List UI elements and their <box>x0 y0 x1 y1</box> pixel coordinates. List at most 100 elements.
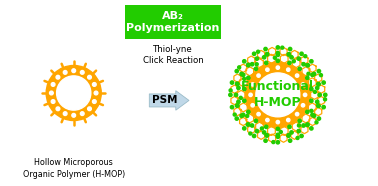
Ellipse shape <box>306 76 309 80</box>
Ellipse shape <box>240 114 243 118</box>
Ellipse shape <box>51 100 55 103</box>
Text: Hollow Microporous
Organic Polymer (H-MOP): Hollow Microporous Organic Polymer (H-MO… <box>23 158 125 179</box>
Ellipse shape <box>257 113 260 116</box>
Ellipse shape <box>243 77 246 80</box>
Ellipse shape <box>312 72 316 76</box>
Ellipse shape <box>322 105 325 109</box>
Ellipse shape <box>279 130 282 133</box>
Ellipse shape <box>319 74 322 77</box>
Ellipse shape <box>317 105 320 108</box>
Text: Functional
H-MOP: Functional H-MOP <box>241 80 314 109</box>
Ellipse shape <box>260 127 263 130</box>
Ellipse shape <box>317 117 321 120</box>
Ellipse shape <box>254 67 258 70</box>
Ellipse shape <box>287 134 290 137</box>
Ellipse shape <box>301 83 305 86</box>
Ellipse shape <box>273 56 276 59</box>
Text: AB₂
Polymerization: AB₂ Polymerization <box>126 11 220 33</box>
Ellipse shape <box>311 73 314 77</box>
Ellipse shape <box>93 100 96 103</box>
Ellipse shape <box>276 127 279 131</box>
Ellipse shape <box>306 64 309 67</box>
Ellipse shape <box>265 53 269 56</box>
Ellipse shape <box>46 65 101 121</box>
Ellipse shape <box>281 46 284 49</box>
Ellipse shape <box>234 93 238 97</box>
Ellipse shape <box>296 74 299 77</box>
Ellipse shape <box>57 76 91 110</box>
Ellipse shape <box>253 134 256 138</box>
Ellipse shape <box>50 91 53 95</box>
Ellipse shape <box>287 118 290 122</box>
Ellipse shape <box>230 105 234 109</box>
Ellipse shape <box>249 132 252 135</box>
Ellipse shape <box>310 87 313 91</box>
Ellipse shape <box>324 98 327 101</box>
Ellipse shape <box>251 104 254 107</box>
Ellipse shape <box>249 93 252 97</box>
Ellipse shape <box>296 113 299 116</box>
Ellipse shape <box>316 100 319 103</box>
Ellipse shape <box>266 68 269 71</box>
Ellipse shape <box>276 59 279 62</box>
Ellipse shape <box>246 64 250 67</box>
Ellipse shape <box>254 119 258 123</box>
Ellipse shape <box>288 53 291 56</box>
Ellipse shape <box>243 87 246 91</box>
Ellipse shape <box>317 82 320 86</box>
Ellipse shape <box>243 99 246 102</box>
Ellipse shape <box>276 53 279 57</box>
Ellipse shape <box>310 127 313 130</box>
Ellipse shape <box>266 118 269 122</box>
Ellipse shape <box>63 70 67 74</box>
Ellipse shape <box>88 75 91 79</box>
Ellipse shape <box>257 50 260 53</box>
Ellipse shape <box>287 68 290 71</box>
Ellipse shape <box>276 133 279 137</box>
Ellipse shape <box>243 127 246 130</box>
Ellipse shape <box>306 123 309 126</box>
Ellipse shape <box>242 113 245 116</box>
Ellipse shape <box>93 83 96 86</box>
Ellipse shape <box>290 56 293 59</box>
Ellipse shape <box>238 66 241 69</box>
Ellipse shape <box>235 82 239 85</box>
Ellipse shape <box>246 123 249 126</box>
Ellipse shape <box>297 129 301 133</box>
Ellipse shape <box>276 141 279 144</box>
Ellipse shape <box>72 69 76 73</box>
Ellipse shape <box>276 46 279 49</box>
Ellipse shape <box>262 56 266 59</box>
Ellipse shape <box>297 57 301 60</box>
Ellipse shape <box>302 124 305 127</box>
Ellipse shape <box>287 53 290 56</box>
Ellipse shape <box>235 104 239 107</box>
Ellipse shape <box>300 52 303 55</box>
Ellipse shape <box>292 60 295 63</box>
Ellipse shape <box>306 110 309 113</box>
Ellipse shape <box>247 110 250 113</box>
Ellipse shape <box>310 109 313 112</box>
Ellipse shape <box>304 93 307 97</box>
Ellipse shape <box>317 104 320 107</box>
Ellipse shape <box>63 112 67 116</box>
FancyArrow shape <box>149 91 189 110</box>
Ellipse shape <box>311 113 314 116</box>
Ellipse shape <box>230 81 234 84</box>
Ellipse shape <box>306 124 309 126</box>
Ellipse shape <box>288 47 292 51</box>
FancyBboxPatch shape <box>125 5 221 39</box>
Ellipse shape <box>287 134 290 137</box>
Ellipse shape <box>307 64 310 67</box>
Ellipse shape <box>246 114 249 118</box>
Ellipse shape <box>276 121 279 124</box>
Ellipse shape <box>240 72 243 76</box>
Ellipse shape <box>246 123 250 126</box>
Ellipse shape <box>251 83 254 86</box>
Ellipse shape <box>298 67 301 70</box>
Ellipse shape <box>272 141 275 144</box>
Ellipse shape <box>322 81 325 84</box>
Ellipse shape <box>276 66 279 69</box>
Ellipse shape <box>94 91 98 95</box>
Ellipse shape <box>307 72 310 75</box>
